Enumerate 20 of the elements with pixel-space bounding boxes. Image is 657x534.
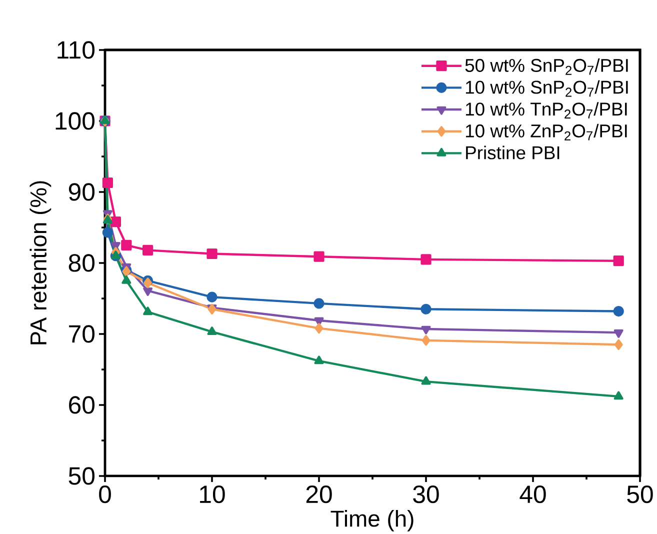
- x-axis-title: Time (h): [330, 510, 414, 532]
- x-tick-label: 30: [413, 486, 439, 504]
- x-tick-label: 50: [627, 486, 653, 504]
- y-tick-label: 70: [69, 325, 95, 343]
- y-tick-label: 90: [68, 183, 95, 201]
- x-tick-label: 40: [520, 486, 546, 504]
- x-tick-label: 10: [200, 486, 225, 504]
- legend-label: Pristine PBI: [466, 146, 560, 160]
- legend-label: 10 wt% TnP$_{2}$O$_{7}$/PBI: [466, 102, 627, 119]
- x-tick-label: 20: [306, 486, 332, 504]
- y-tick-label: 100: [56, 112, 94, 130]
- y-tick-label: 60: [69, 396, 95, 414]
- y-tick-label: 50: [68, 467, 95, 485]
- y-tick-label: 80: [68, 254, 95, 272]
- legend-label: 50 wt% SnP$_{2}$O$_{7}$/PBI: [465, 58, 628, 75]
- legend-label: 10 wt% ZnP$_{2}$O$_{7}$/PBI: [466, 124, 627, 140]
- y-axis-title: PA retention (%): [30, 181, 52, 344]
- y-tick-label: 110: [58, 41, 95, 59]
- x-tick-label: 0: [99, 486, 111, 504]
- legend-label: 10 wt% SnP$_{2}$O$_{7}$/PBI: [466, 80, 628, 97]
